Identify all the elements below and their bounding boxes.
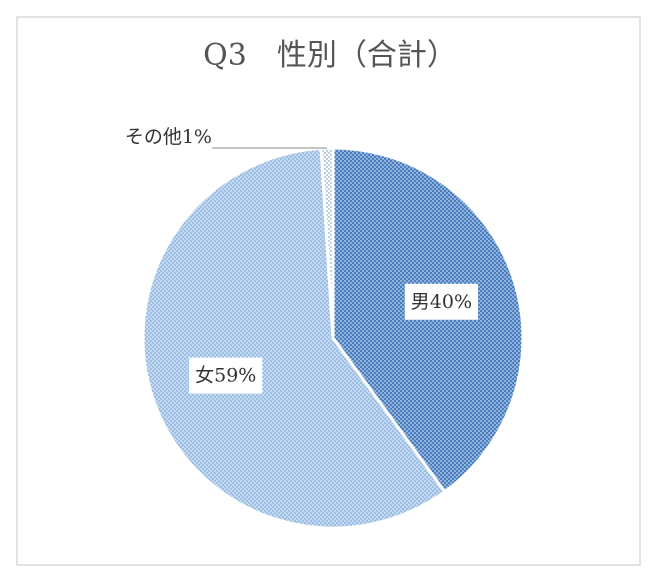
label-box (189, 357, 263, 394)
pie-slice (141, 146, 447, 530)
label-box (404, 283, 479, 320)
data-label: 男40% (411, 291, 472, 313)
chart-title: Q3 性別（合計） (203, 38, 457, 73)
data-label: 女59% (195, 365, 256, 387)
data-label: その他1% (125, 126, 212, 148)
pie-slice (331, 146, 525, 494)
